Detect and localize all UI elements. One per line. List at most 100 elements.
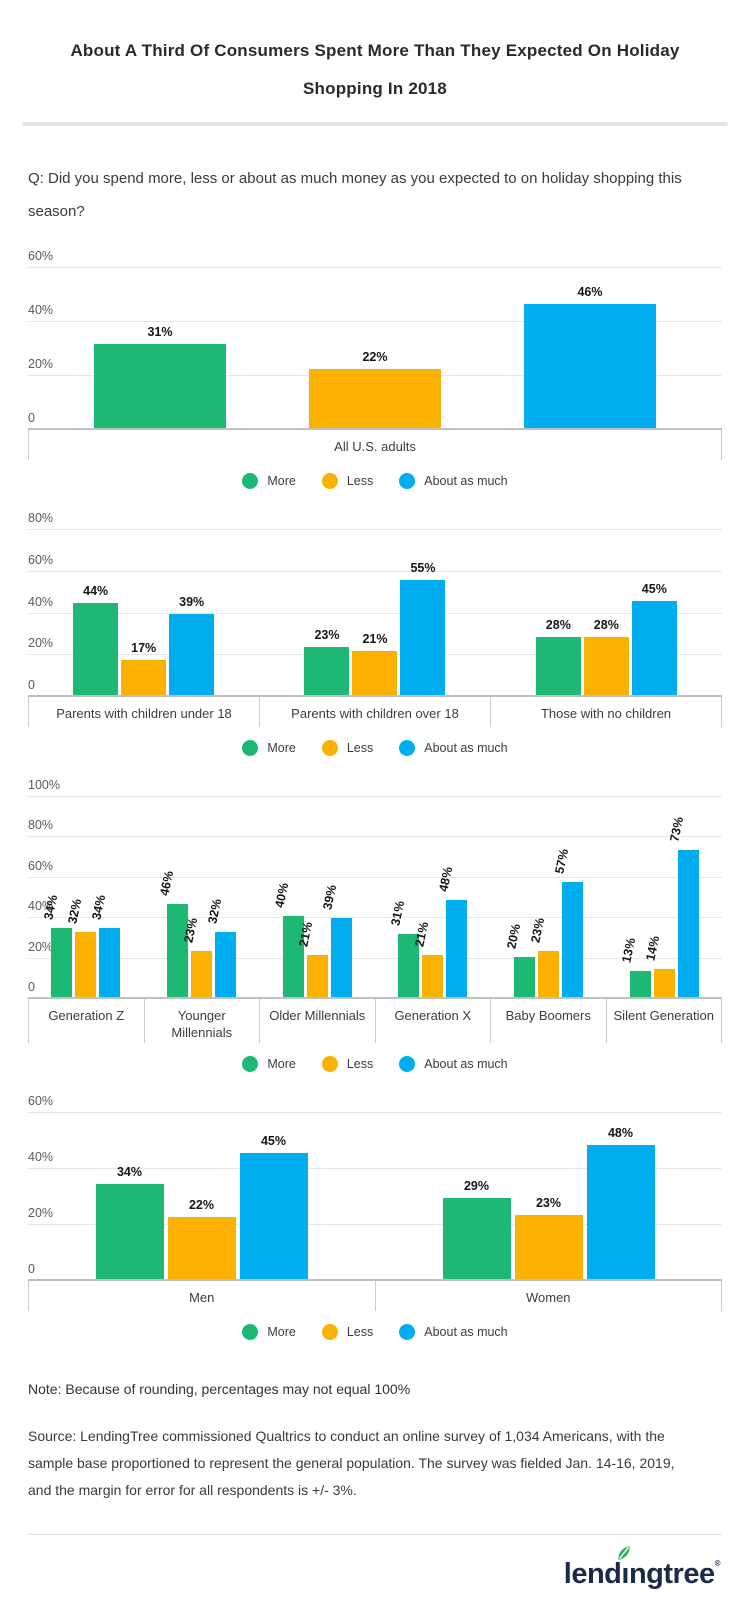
bar-value-label: 31% (388, 899, 408, 928)
legend-dot-about-icon (399, 1324, 416, 1340)
y-axis-tick-label: 40% (28, 1150, 54, 1164)
rounding-note: Note: Because of rounding, percentages m… (28, 1381, 411, 1397)
x-axis-baseline (28, 997, 722, 999)
category-label: Parents with children under 18 (28, 697, 259, 727)
bar-value-label: 40% (272, 881, 292, 910)
bar-group: 40% 21% 39% (259, 882, 375, 997)
bar-about-as-much: 32% (205, 898, 236, 997)
bar-value-label: 34% (89, 893, 109, 922)
plot-area: 80% 60% 40% 20% 0 44% 17% 39% 23% 21% 55% 28% 28% 45% (28, 511, 722, 697)
bar-groups: 34% 22% 45% 29% 23% 48% (28, 1126, 722, 1279)
y-axis-tick-label: 60% (28, 858, 54, 873)
bar-group: 46% 23% 32% (144, 870, 260, 997)
registered-mark: ® (714, 1559, 721, 1568)
gridline (28, 529, 722, 530)
bar-value-label: 20% (503, 922, 523, 950)
legend-label: More (267, 474, 296, 488)
y-axis-tick-label: 60% (28, 1094, 54, 1108)
category-label-text: Parents with children over 18 (291, 706, 459, 721)
bar-more: 28% (535, 618, 581, 695)
bar-about-as-much: 39% (320, 884, 352, 997)
bar-value-label: 22% (188, 1198, 215, 1213)
legend-item-less: Less (321, 1056, 374, 1072)
logo-row: lendı ngtree® (0, 1546, 750, 1591)
bar-value-label: 44% (83, 584, 109, 599)
legend-dot-less-icon (321, 1056, 338, 1072)
bar-value-label: 29% (463, 1178, 490, 1193)
category-label-text: Older Millennials (269, 1008, 366, 1023)
category-label: Parents with children over 18 (259, 697, 490, 727)
x-axis-categories: All U.S. adults (28, 430, 722, 460)
x-axis-baseline (28, 1279, 722, 1281)
y-axis-tick-label: 0 (28, 678, 35, 692)
bar-group: 31% 21% 48% (375, 866, 491, 997)
bar-less: 22% (309, 350, 441, 428)
y-axis-tick-label: 80% (28, 511, 54, 525)
category-label: Baby Boomers (490, 999, 606, 1043)
bar-value-label: 17% (131, 640, 157, 655)
chart-legend: More Less About as much (28, 1323, 722, 1341)
legend-dot-less-icon (321, 473, 338, 489)
category-label: Men (28, 1281, 375, 1311)
bar-less: 23% (514, 1196, 583, 1279)
bar-value-label: 32% (65, 897, 85, 926)
gridline (28, 917, 722, 919)
category-label-text: Generation Z (48, 1008, 125, 1023)
legend-dot-more-icon (242, 1056, 259, 1072)
legend-item-about: About as much (399, 473, 508, 489)
chart-generations: 100% 80% 60% 40% 20% 0 34% 32% 34% 46% 23% 32% 40% 21… (28, 778, 722, 1073)
bar-value-label: 31% (147, 325, 173, 340)
bar-value-label: 14% (643, 934, 663, 962)
x-axis-baseline (28, 695, 722, 697)
x-axis-categories: Parents with children under 18 Parents wi… (28, 697, 722, 727)
category-label-text: Silent Generation (613, 1008, 714, 1023)
legend-label: More (267, 1057, 296, 1071)
bar-more: 20% (504, 922, 536, 997)
bar-groups: 34% 32% 34% 46% 23% 32% 40% 21% 39% 31% 21% 48% 20% 2… (28, 815, 722, 997)
plot-area: 60% 40% 20% 0 31% 22% 46% (28, 249, 722, 430)
bar-value-label: 32% (204, 897, 224, 926)
legend-label: About as much (424, 741, 508, 755)
bar-less: 23% (181, 916, 212, 997)
y-axis-tick-label: 0 (28, 1262, 35, 1276)
bar-value-label: 21% (412, 920, 432, 948)
gridline (28, 612, 722, 614)
bar-about-as-much: 45% (631, 582, 677, 695)
bar-more: 31% (94, 325, 226, 428)
bar-value-label: 48% (607, 1125, 634, 1140)
gridline (28, 876, 722, 878)
chart-legend: More Less About as much (28, 739, 722, 757)
bar-group: 44% 17% 39% (28, 584, 259, 695)
plot-area: 60% 40% 20% 0 34% 22% 45% 29% 23% 48% (28, 1094, 722, 1281)
legend-label: More (267, 1325, 296, 1339)
bar-about-as-much: 34% (89, 894, 121, 997)
legend-dot-more-icon (242, 740, 259, 756)
y-axis-tick-label: 40% (28, 899, 54, 914)
lendingtree-logo: lendı ngtree® (564, 1546, 721, 1591)
bar-less: 28% (583, 618, 629, 695)
bar-about-as-much: 45% (239, 1134, 308, 1279)
chart-all-us-adults: 60% 40% 20% 0 31% 22% 46% All U.S. adults More… (28, 249, 722, 490)
gridline (28, 957, 722, 959)
bar-less: 17% (121, 641, 167, 695)
y-axis-tick-label: 100% (28, 778, 60, 792)
legend-item-about: About as much (399, 1056, 508, 1072)
bar-groups: 31% 22% 46% (28, 285, 722, 428)
category-label-text: Women (525, 1290, 571, 1305)
bar-value-label: 57% (551, 847, 571, 875)
bar-group: 20% 23% 57% (491, 847, 607, 997)
category-label: Generation Z (28, 999, 144, 1043)
legend-item-less: Less (321, 1324, 373, 1340)
bar-value-label: 34% (116, 1164, 143, 1179)
y-axis-tick-label: 20% (28, 357, 54, 371)
legend-label: About as much (424, 1057, 508, 1071)
x-axis-categories: Generation Z Younger Millennials Older Mil… (28, 999, 722, 1043)
legend-item-more: More (242, 1056, 296, 1072)
legend-item-more: More (242, 473, 296, 489)
bar-about-as-much: 39% (169, 595, 215, 695)
bar-about-as-much: 46% (524, 285, 656, 428)
legend-label: Less (346, 1057, 374, 1071)
legend-item-more: More (242, 740, 296, 756)
y-axis-tick-label: 20% (28, 1206, 54, 1220)
